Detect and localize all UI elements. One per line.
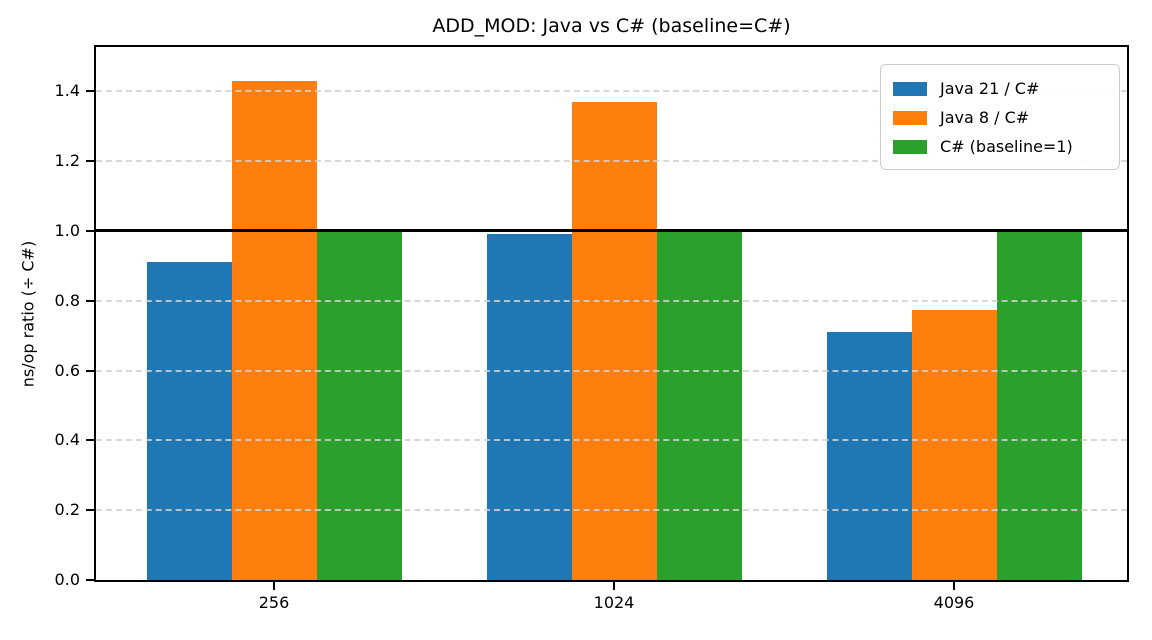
bar-java-8-c-256 bbox=[231, 80, 317, 580]
legend: Java 21 / C# Java 8 / C# C# (baseline=1) bbox=[880, 64, 1120, 170]
bar-c-baseline-1-4096 bbox=[996, 230, 1082, 580]
y-tick-mark-1.0 bbox=[86, 229, 94, 232]
x-tick-label-4096: 4096 bbox=[933, 593, 975, 612]
baseline-y1 bbox=[96, 229, 1127, 233]
y-tick-label-0.0: 0.0 bbox=[54, 570, 80, 589]
chart-title: ADD_MOD: Java vs C# (baseline=C#) bbox=[432, 15, 791, 37]
x-tick-label-1024: 1024 bbox=[593, 593, 635, 612]
y-gridline-0.4 bbox=[96, 439, 1127, 442]
y-tick-label-1.0: 1.0 bbox=[54, 220, 80, 240]
x-tick-mark-4096 bbox=[953, 582, 955, 590]
y-tick-label-1.4: 1.4 bbox=[54, 81, 80, 101]
y-gridline-0.6 bbox=[96, 369, 1127, 372]
legend-swatch-c-baseline-1 bbox=[893, 139, 927, 154]
legend-item-java-21-c: Java 21 / C# bbox=[893, 74, 1109, 103]
bar-c-baseline-1-256 bbox=[316, 230, 402, 580]
bar-java-21-c-4096 bbox=[826, 332, 912, 580]
y-gridline-0.2 bbox=[96, 509, 1127, 512]
y-gridline-1.4 bbox=[96, 90, 1127, 93]
y-tick-mark-0.6 bbox=[86, 369, 94, 372]
y-tick-label-0.2: 0.2 bbox=[54, 500, 80, 520]
y-gridline-1.2 bbox=[96, 160, 1127, 163]
x-tick-mark-256 bbox=[273, 582, 275, 590]
y-tick-label-0.4: 0.4 bbox=[54, 430, 80, 450]
y-tick-label-1.2: 1.2 bbox=[54, 151, 80, 171]
y-tick-label-0.6: 0.6 bbox=[54, 360, 80, 380]
y-tick-mark-0.2 bbox=[86, 509, 94, 512]
y-tick-label-0.8: 0.8 bbox=[54, 290, 80, 310]
bar-c-baseline-1-1024 bbox=[656, 230, 742, 580]
plot-area: Java 21 / C# Java 8 / C# C# (baseline=1) bbox=[94, 45, 1129, 582]
bar-java-21-c-1024 bbox=[486, 234, 572, 580]
legend-item-c-baseline-1: C# (baseline=1) bbox=[893, 132, 1109, 161]
legend-label-c-baseline-1: C# (baseline=1) bbox=[940, 137, 1073, 156]
y-tick-mark-1.2 bbox=[86, 160, 94, 163]
legend-item-java-8-c: Java 8 / C# bbox=[893, 103, 1109, 132]
y-tick-mark-0.0 bbox=[86, 579, 94, 581]
bar-java-21-c-256 bbox=[146, 262, 232, 580]
y-tick-mark-0.8 bbox=[86, 299, 94, 302]
x-tick-label-256: 256 bbox=[258, 593, 290, 612]
bar-java-8-c-1024 bbox=[571, 101, 657, 580]
x-tick-mark-1024 bbox=[613, 582, 615, 590]
legend-swatch-java-21-c bbox=[893, 81, 927, 96]
y-gridline-0.8 bbox=[96, 299, 1127, 302]
legend-label-java-8-c: Java 8 / C# bbox=[940, 108, 1030, 127]
legend-label-java-21-c: Java 21 / C# bbox=[940, 79, 1040, 98]
bar-java-8-c-4096 bbox=[911, 309, 997, 580]
legend-swatch-java-8-c bbox=[893, 110, 927, 125]
y-tick-mark-0.4 bbox=[86, 439, 94, 442]
y-tick-mark-1.4 bbox=[86, 90, 94, 93]
